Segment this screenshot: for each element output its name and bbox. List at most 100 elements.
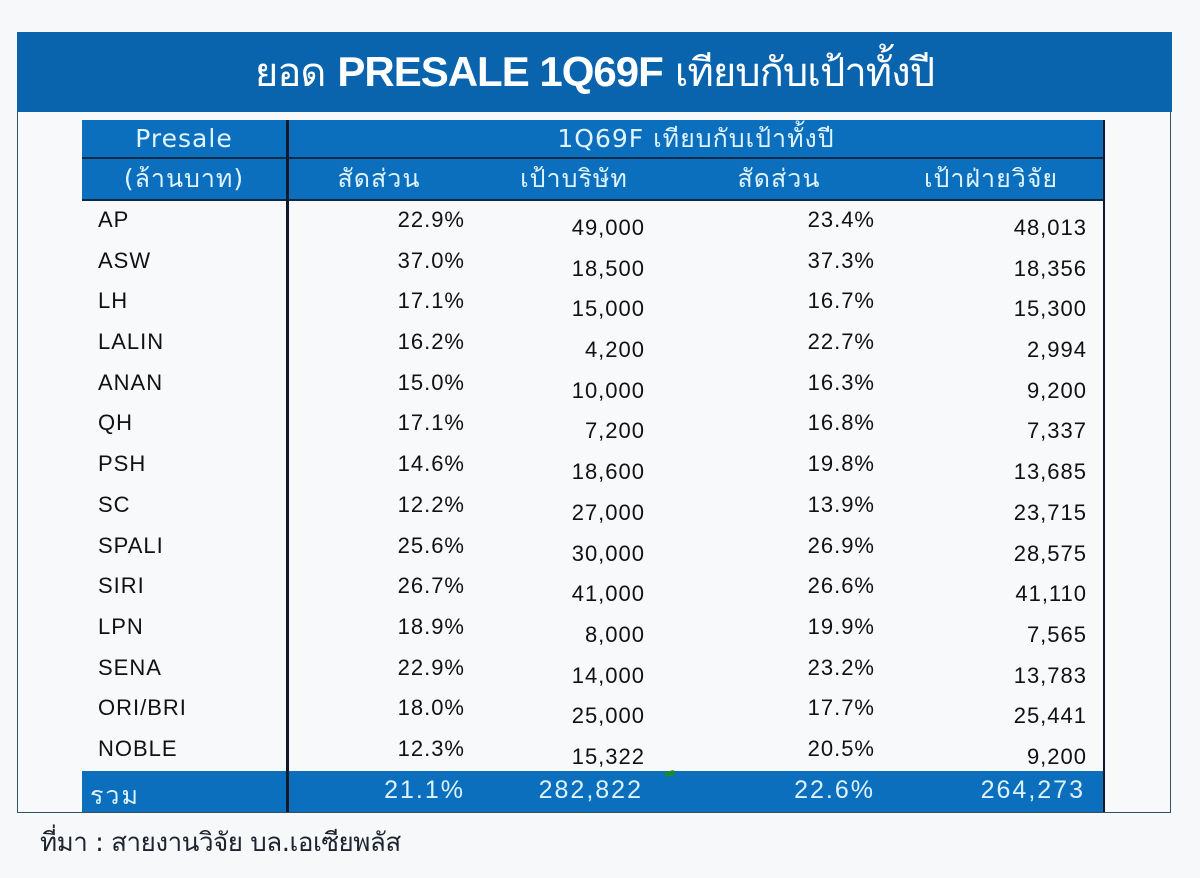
share-company: 25.6% [397,532,465,558]
share-company: 12.2% [397,491,465,517]
target-company: 30,000 [571,540,645,566]
target-research: 7,337 [1026,418,1087,444]
company-name: SIRI [98,573,145,599]
share-research: 16.7% [807,288,875,314]
header-unit: (ล้านบาท) [123,164,245,193]
share-research: 26.9% [807,532,875,558]
share-company: 18.9% [397,613,465,639]
header-group-1q69f: 1Q69F เทียบกับเป้าทั้งปี [557,123,835,153]
target-research: 23,715 [1013,499,1087,525]
table-row: SC 12.2% 27,000 13.9% 23,715 [82,486,1105,527]
share-research: 26.6% [807,573,875,599]
table-right-border [1103,120,1105,812]
share-research: 37.3% [807,247,875,273]
table-row: ORI/BRI 18.0% 25,000 17.7% 25,441 [82,689,1105,730]
share-research: 20.5% [807,735,875,761]
table-row: SIRI 26.7% 41,000 26.6% 41,110 [82,567,1105,608]
share-research: 19.8% [807,451,875,477]
share-company: 15.0% [397,369,465,395]
company-name: QH [98,410,133,436]
table-row: SENA 22.9% 14,000 23.2% 13,783 [82,649,1105,690]
share-company: 17.1% [397,288,465,314]
company-name: NOBLE [98,735,178,761]
share-company: 16.2% [397,329,465,355]
share-company: 12.3% [397,735,465,761]
table-row: LPN 18.9% 8,000 19.9% 7,565 [82,608,1105,649]
share-company: 17.1% [397,410,465,436]
share-research: 17.7% [807,695,875,721]
company-name: SPALI [98,532,164,558]
title-band: ยอด PRESALE 1Q69F เทียบกับเป้าทั้งปี [17,32,1172,112]
target-company: 41,000 [571,581,645,607]
share-company: 26.7% [397,573,465,599]
title-thai-prefix: ยอด [254,50,326,96]
company-name: LH [98,288,129,314]
share-company: 22.9% [397,207,465,232]
table-row: NOBLE 12.3% 15,322 20.5% 9,200 [82,730,1105,771]
target-company: 7,200 [584,418,645,444]
total-target-research: 264,273 [980,776,1085,804]
header-row-2: (ล้านบาท) สัดส่วน เป้าบริษัท สัดส่วน เป้… [82,159,1105,201]
share-research: 19.9% [807,613,875,639]
table-row: LALIN 16.2% 4,200 22.7% 2,994 [82,323,1105,364]
target-company: 15,322 [571,743,645,769]
target-research: 13,783 [1013,662,1087,688]
target-company: 14,000 [571,662,645,688]
total-target-company: 282,822 [538,776,643,804]
target-research: 25,441 [1013,703,1087,729]
target-research: 41,110 [1015,581,1087,607]
share-research: 13.9% [807,491,875,517]
share-company: 14.6% [397,451,465,477]
company-name: ORI/BRI [98,695,187,721]
total-row: รวม 21.1% 282,822 22.6% 264,273 [82,771,1105,812]
table-row: LH 17.1% 15,000 16.7% 15,300 [82,282,1105,323]
table-row: ANAN 15.0% 10,000 16.3% 9,200 [82,364,1105,405]
target-research: 18,356 [1013,255,1087,281]
table-row: SPALI 25.6% 30,000 26.9% 28,575 [82,527,1105,568]
total-label: รวม [90,781,140,810]
target-research: 48,013 [1013,215,1087,240]
total-share-company: 21.1% [384,776,465,804]
share-company: 18.0% [397,695,465,721]
share-research: 23.2% [807,654,875,680]
company-name: ANAN [98,369,164,395]
total-share-research: 22.6% [794,776,875,804]
target-research: 2,994 [1026,337,1087,363]
target-company: 15,000 [571,296,645,322]
header-target-company: เป้าบริษัท [520,164,628,193]
company-name: LPN [98,613,144,639]
header-share-company: สัดส่วน [337,164,421,193]
target-company: 10,000 [571,377,645,403]
table-row: AP 22.9% 49,000 23.4% 48,013 [82,201,1105,242]
share-research: 16.8% [807,410,875,436]
title-english: PRESALE 1Q69F [337,48,663,95]
share-research: 16.3% [807,369,875,395]
header-target-research: เป้าฝ่ายวิจัย [923,164,1059,193]
column-divider [286,120,289,812]
target-company: 8,000 [584,621,645,647]
share-research: 22.7% [807,329,875,355]
target-research: 28,575 [1013,540,1087,566]
target-company: 4,200 [584,337,645,363]
target-company: 18,600 [571,459,645,485]
company-name: SC [98,491,131,517]
header-row-1: Presale 1Q69F เทียบกับเป้าทั้งปี [82,120,1105,159]
target-company: 49,000 [571,215,645,240]
share-company: 37.0% [397,247,465,273]
header-share-research: สัดส่วน [737,164,821,193]
target-research: 9,200 [1026,377,1087,403]
header-presale: Presale [135,124,233,153]
target-research: 9,200 [1026,743,1087,769]
company-name: SENA [98,654,162,680]
target-company: 18,500 [571,255,645,281]
target-research: 13,685 [1013,459,1087,485]
title-thai-suffix: เทียบกับเป้าทั้งปี [674,50,935,96]
company-name: AP [98,207,130,232]
company-name: LALIN [98,329,165,355]
table-row: QH 17.1% 7,200 16.8% 7,337 [82,404,1105,445]
target-research: 7,565 [1026,621,1087,647]
share-research: 23.4% [807,207,875,232]
table-body: AP 22.9% 49,000 23.4% 48,013 ASW 37.0% 1… [82,201,1105,771]
target-company: 27,000 [571,499,645,525]
target-research: 15,300 [1013,296,1087,322]
